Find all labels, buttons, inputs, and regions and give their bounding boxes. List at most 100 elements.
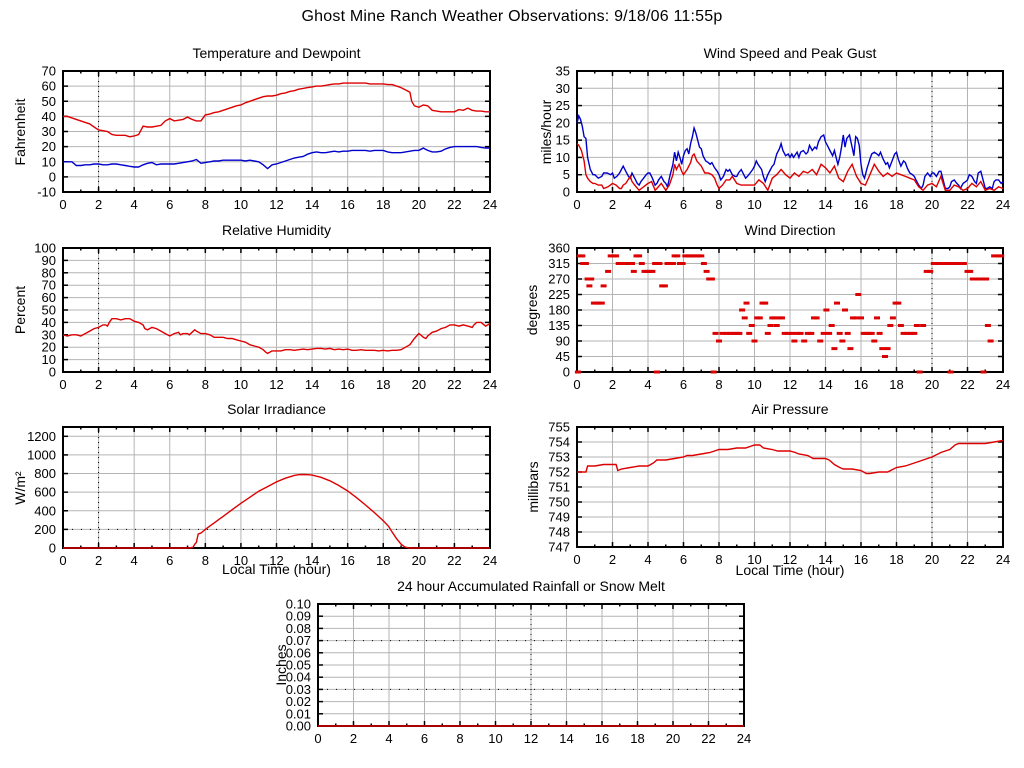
svg-text:22: 22 [960, 197, 974, 212]
svg-text:755: 755 [548, 420, 570, 435]
svg-text:135: 135 [548, 318, 570, 333]
svg-text:0: 0 [573, 197, 580, 212]
svg-text:100: 100 [34, 241, 56, 256]
svg-text:2: 2 [95, 553, 102, 568]
chart-title-temperature-dewpoint: Temperature and Dewpoint [192, 45, 361, 61]
svg-text:10: 10 [234, 553, 248, 568]
svg-text:20: 20 [556, 115, 570, 130]
chart-title-relative-humidity: Relative Humidity [222, 222, 331, 238]
svg-text:751: 751 [548, 480, 570, 495]
svg-text:18: 18 [376, 197, 390, 212]
svg-text:60: 60 [42, 290, 56, 305]
svg-text:40: 40 [42, 109, 56, 124]
svg-text:24: 24 [996, 197, 1010, 212]
svg-text:12: 12 [783, 377, 797, 392]
svg-text:35: 35 [556, 64, 570, 79]
svg-text:70: 70 [42, 278, 56, 293]
svg-text:8: 8 [202, 197, 209, 212]
svg-text:14: 14 [305, 377, 319, 392]
svg-text:10: 10 [747, 552, 761, 567]
svg-text:400: 400 [34, 503, 56, 518]
svg-text:-10: -10 [37, 185, 56, 200]
page-title: Ghost Mine Ranch Weather Observations: 9… [301, 8, 723, 25]
svg-text:4: 4 [385, 731, 392, 746]
svg-text:2: 2 [609, 377, 616, 392]
svg-text:12: 12 [524, 731, 538, 746]
svg-text:0: 0 [59, 553, 66, 568]
svg-text:22: 22 [701, 731, 715, 746]
svg-text:0: 0 [49, 365, 56, 380]
svg-text:10: 10 [42, 154, 56, 169]
svg-text:45: 45 [556, 349, 570, 364]
svg-text:24: 24 [737, 731, 751, 746]
svg-text:60: 60 [42, 79, 56, 94]
svg-text:6: 6 [421, 731, 428, 746]
svg-text:10: 10 [747, 377, 761, 392]
svg-text:20: 20 [42, 139, 56, 154]
svg-text:80: 80 [42, 265, 56, 280]
svg-text:12: 12 [269, 197, 283, 212]
svg-text:30: 30 [42, 327, 56, 342]
svg-text:0: 0 [59, 377, 66, 392]
svg-text:22: 22 [447, 553, 461, 568]
svg-text:6: 6 [166, 553, 173, 568]
svg-text:24: 24 [483, 377, 497, 392]
svg-text:1000: 1000 [27, 447, 56, 462]
svg-text:15: 15 [556, 133, 570, 148]
svg-text:25: 25 [556, 98, 570, 113]
chart-accumulated-rainfall: 24 hour Accumulated Rainfall or Snow Mel… [273, 578, 751, 746]
svg-text:24: 24 [996, 552, 1010, 567]
svg-text:50: 50 [42, 94, 56, 109]
svg-text:0.09: 0.09 [286, 609, 311, 624]
svg-text:18: 18 [889, 552, 903, 567]
svg-text:18: 18 [376, 553, 390, 568]
svg-text:20: 20 [925, 377, 939, 392]
svg-text:0.07: 0.07 [286, 633, 311, 648]
svg-text:0: 0 [59, 197, 66, 212]
svg-text:6: 6 [166, 197, 173, 212]
plot-accumulated-rainfall: 0 2 4 6 8 10 12 14 16 18 20 22 240.000.010.020.030.0… [286, 597, 752, 747]
svg-text:8: 8 [456, 731, 463, 746]
svg-text:0.00: 0.00 [286, 719, 311, 734]
svg-text:22: 22 [960, 377, 974, 392]
svg-text:0: 0 [563, 185, 570, 200]
svg-text:180: 180 [548, 303, 570, 318]
svg-text:0.08: 0.08 [286, 621, 311, 636]
svg-text:4: 4 [131, 553, 138, 568]
svg-text:22: 22 [960, 552, 974, 567]
svg-text:2: 2 [609, 552, 616, 567]
svg-text:16: 16 [595, 731, 609, 746]
svg-text:8: 8 [715, 377, 722, 392]
chart-title-solar-irradiance: Solar Irradiance [227, 401, 326, 417]
svg-text:4: 4 [644, 552, 651, 567]
svg-text:20: 20 [925, 197, 939, 212]
svg-text:14: 14 [818, 197, 832, 212]
svg-text:2: 2 [95, 377, 102, 392]
svg-text:18: 18 [889, 377, 903, 392]
plot-air-pressure: 0 2 4 6 8 10 12 14 16 18 20 22 247477487497507517527… [548, 420, 1010, 568]
svg-text:10: 10 [234, 377, 248, 392]
svg-text:24: 24 [996, 377, 1010, 392]
svg-text:0: 0 [49, 169, 56, 184]
svg-text:8: 8 [202, 377, 209, 392]
plot-relative-humidity: 0 2 4 6 8 10 12 14 16 18 20 22 240102030405060708090… [34, 241, 497, 393]
svg-text:0: 0 [49, 541, 56, 556]
svg-text:10: 10 [234, 197, 248, 212]
chart-air-pressure: Air Pressure millibars 0 2 4 6 8 10 12 14 16 18 20… [525, 401, 1010, 578]
svg-text:8: 8 [715, 197, 722, 212]
svg-text:14: 14 [818, 377, 832, 392]
svg-text:0.04: 0.04 [286, 670, 311, 685]
svg-text:0.02: 0.02 [286, 694, 311, 709]
svg-text:12: 12 [269, 377, 283, 392]
chart-title-accumulated-rainfall: 24 hour Accumulated Rainfall or Snow Mel… [397, 578, 665, 594]
chart-title-wind-direction: Wind Direction [744, 222, 836, 238]
svg-text:18: 18 [376, 377, 390, 392]
svg-text:16: 16 [340, 553, 354, 568]
svg-text:8: 8 [202, 553, 209, 568]
svg-text:200: 200 [34, 522, 56, 537]
svg-text:70: 70 [42, 64, 56, 79]
svg-text:4: 4 [644, 377, 651, 392]
chart-title-air-pressure: Air Pressure [751, 401, 829, 417]
x-axis-label-local-time: Local Time (hour) [735, 562, 845, 578]
